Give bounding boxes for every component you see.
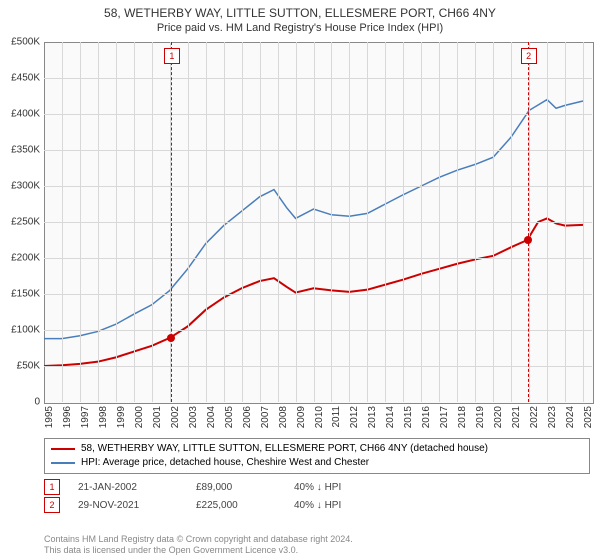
sale-marker-box: 2 (521, 48, 537, 64)
gridline (62, 42, 63, 402)
legend-label: 58, WETHERBY WAY, LITTLE SUTTON, ELLESME… (81, 442, 488, 456)
sale-price: £89,000 (196, 482, 276, 493)
gridline (260, 42, 261, 402)
gridline (44, 258, 592, 259)
y-axis-label: 0 (2, 397, 40, 408)
y-axis-label: £50K (2, 361, 40, 372)
y-axis-label: £350K (2, 145, 40, 156)
sale-marker-box: 1 (164, 48, 180, 64)
gridline (116, 42, 117, 402)
y-axis-label: £100K (2, 325, 40, 336)
legend-box: 58, WETHERBY WAY, LITTLE SUTTON, ELLESME… (44, 438, 590, 474)
y-axis-label: £150K (2, 289, 40, 300)
chart-title: 58, WETHERBY WAY, LITTLE SUTTON, ELLESME… (0, 0, 600, 22)
gridline (385, 42, 386, 402)
gridline (44, 222, 592, 223)
gridline (565, 42, 566, 402)
gridline (296, 42, 297, 402)
gridline (421, 42, 422, 402)
gridline (44, 294, 592, 295)
legend-swatch (51, 448, 75, 450)
y-axis-label: £500K (2, 37, 40, 48)
sale-date: 21-JAN-2002 (78, 482, 178, 493)
footer-line: This data is licensed under the Open Gov… (44, 545, 353, 556)
footer-line: Contains HM Land Registry data © Crown c… (44, 534, 353, 545)
gridline (44, 186, 592, 187)
gridline (188, 42, 189, 402)
sale-row: 2 29-NOV-2021 £225,000 40% ↓ HPI (44, 496, 590, 514)
sale-row-marker: 1 (44, 479, 60, 495)
y-axis-label: £300K (2, 181, 40, 192)
gridline (349, 42, 350, 402)
gridline (224, 42, 225, 402)
sale-hpi: 40% ↓ HPI (294, 482, 394, 493)
gridline (367, 42, 368, 402)
gridline (242, 42, 243, 402)
gridline (529, 42, 530, 402)
gridline (44, 330, 592, 331)
y-axis-label: £250K (2, 217, 40, 228)
legend-row: HPI: Average price, detached house, Ches… (51, 456, 583, 470)
sale-row-marker: 2 (44, 497, 60, 513)
gridline (152, 42, 153, 402)
gridline (314, 42, 315, 402)
gridline (98, 42, 99, 402)
gridline (44, 366, 592, 367)
sale-point (167, 334, 175, 342)
gridline (331, 42, 332, 402)
gridline (44, 78, 592, 79)
chart-subtitle: Price paid vs. HM Land Registry's House … (0, 22, 600, 35)
gridline (511, 42, 512, 402)
sale-hpi: 40% ↓ HPI (294, 500, 394, 511)
gridline (583, 42, 584, 402)
gridline (475, 42, 476, 402)
gridline (493, 42, 494, 402)
sale-point (524, 236, 532, 244)
sales-table: 1 21-JAN-2002 £89,000 40% ↓ HPI 2 29-NOV-2021… (44, 478, 590, 514)
y-axis-label: £200K (2, 253, 40, 264)
sale-price: £225,000 (196, 500, 276, 511)
gridline (206, 42, 207, 402)
sale-vline (171, 42, 172, 402)
sale-date: 29-NOV-2021 (78, 500, 178, 511)
gridline (403, 42, 404, 402)
sale-vline (528, 42, 529, 402)
footer-attribution: Contains HM Land Registry data © Crown c… (44, 534, 353, 556)
legend-label: HPI: Average price, detached house, Ches… (81, 456, 369, 470)
gridline (134, 42, 135, 402)
y-axis-label: £450K (2, 73, 40, 84)
legend-swatch (51, 462, 75, 464)
gridline (80, 42, 81, 402)
gridline (457, 42, 458, 402)
gridline (44, 114, 592, 115)
gridline (44, 150, 592, 151)
y-axis-label: £400K (2, 109, 40, 120)
gridline (278, 42, 279, 402)
gridline (439, 42, 440, 402)
sale-row: 1 21-JAN-2002 £89,000 40% ↓ HPI (44, 478, 590, 496)
gridline (547, 42, 548, 402)
legend-row: 58, WETHERBY WAY, LITTLE SUTTON, ELLESME… (51, 442, 583, 456)
